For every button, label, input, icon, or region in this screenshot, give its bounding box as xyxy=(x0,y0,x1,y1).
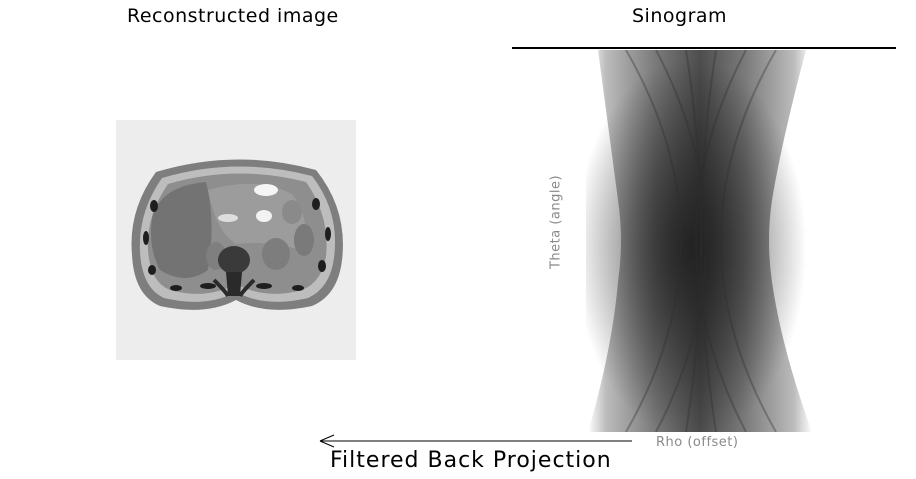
sinogram-graphic xyxy=(586,49,818,433)
reconstructed-image xyxy=(116,120,356,360)
sinogram-title: Sinogram xyxy=(632,5,728,27)
ct-slice-graphic xyxy=(116,120,356,360)
reconstructed-image-title: Reconstructed image xyxy=(127,5,339,27)
sinogram-top-line xyxy=(512,47,896,49)
sinogram-image xyxy=(586,49,818,433)
process-label: Filtered Back Projection xyxy=(330,448,612,473)
theta-axis-label: Theta (angle) xyxy=(548,174,564,270)
left-arrow-icon xyxy=(319,434,632,448)
rho-axis-label: Rho (offset) xyxy=(656,435,739,450)
